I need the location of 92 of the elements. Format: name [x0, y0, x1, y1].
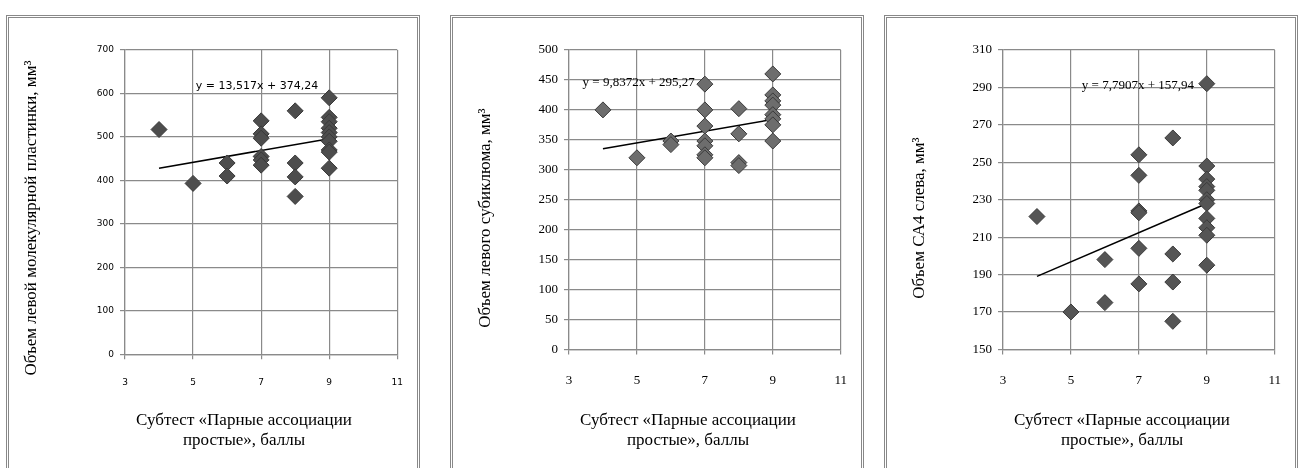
y-axis-title: Объем левой молекулярной пластинки, мм³ — [21, 59, 41, 378]
point — [218, 154, 236, 172]
x-tick-label: 5 — [190, 376, 196, 387]
point — [286, 102, 304, 120]
point — [730, 100, 748, 118]
y-tick-label: 250 — [972, 153, 992, 169]
point — [764, 116, 782, 134]
y-tick-label: 200 — [96, 261, 115, 272]
y-tick-label: 150 — [538, 251, 558, 266]
y-tick-label: 50 — [545, 310, 558, 326]
y-tick-label: 150 — [972, 340, 992, 356]
y-axis-title: Объем левого субиклюма, мм³ — [475, 107, 495, 330]
point — [1062, 303, 1080, 321]
x-tick-label: 7 — [701, 371, 709, 387]
point — [1198, 226, 1216, 244]
y-tick-label: 210 — [972, 228, 992, 244]
y-tick-label: 290 — [972, 78, 992, 94]
y-tick-label: 0 — [108, 348, 115, 359]
x-tick-label: 9 — [1203, 371, 1211, 387]
y-tick-label: 450 — [538, 71, 558, 87]
x-tick-label: 11 — [1268, 371, 1282, 387]
x-axis-title: Субтест «Парные ассоциации простые», баллы — [1013, 410, 1231, 450]
point — [1028, 208, 1046, 226]
y-tick-label: 300 — [538, 161, 558, 177]
y-tick-label: 600 — [96, 87, 115, 98]
point — [1130, 166, 1148, 184]
point — [1198, 75, 1216, 93]
point — [696, 117, 714, 135]
point — [764, 132, 782, 150]
y-tick-label: 200 — [538, 221, 558, 237]
x-tick-label: 11 — [834, 371, 848, 387]
y-tick-label: 300 — [96, 218, 115, 229]
y-tick-label: 170 — [972, 303, 992, 319]
y-tick-label: 350 — [538, 131, 558, 147]
point — [184, 174, 202, 192]
y-tick-label: 250 — [538, 191, 558, 207]
y-tick-label: 310 — [972, 41, 992, 57]
y-tick-label: 270 — [972, 116, 992, 132]
point — [1130, 239, 1148, 257]
point — [696, 75, 714, 93]
y-tick-label: 700 — [96, 44, 115, 55]
x-tick-label: 9 — [326, 376, 333, 387]
x-tick-label: 5 — [1067, 371, 1075, 387]
x-axis-title: Субтест «Парные ассоциации простые», баллы — [579, 410, 797, 450]
point — [218, 167, 236, 185]
point — [730, 125, 748, 143]
point — [696, 101, 714, 119]
y-tick-label: 400 — [538, 101, 558, 117]
y-tick-label: 100 — [538, 280, 558, 296]
point — [286, 154, 304, 172]
point — [1164, 245, 1182, 263]
point — [1164, 129, 1182, 147]
y-tick-label: 100 — [96, 305, 115, 316]
point — [286, 168, 304, 186]
annotation: y = 13,517x + 374,24 — [195, 79, 319, 93]
x-tick-label: 3 — [999, 371, 1007, 387]
x-tick-label: 7 — [258, 376, 264, 387]
point — [252, 112, 270, 130]
x-tick-label: 3 — [565, 371, 573, 387]
x-tick-label: 9 — [769, 371, 777, 387]
point — [150, 121, 168, 139]
x-axis-title: Субтест «Парные ассоциации простые», баллы — [135, 410, 353, 450]
point — [662, 136, 680, 154]
y-tick-label: 500 — [96, 131, 115, 142]
y-tick-label: 500 — [538, 41, 558, 57]
point — [252, 156, 270, 174]
y-tick-label: 230 — [972, 191, 992, 207]
point — [594, 101, 612, 119]
point — [1164, 273, 1182, 291]
annotation: y = 9,8372x + 295,27 — [582, 74, 696, 90]
point — [1096, 251, 1114, 269]
y-tick-label: 0 — [551, 340, 558, 356]
point — [764, 65, 782, 83]
point — [1130, 275, 1148, 293]
point — [1198, 157, 1216, 175]
point — [1130, 146, 1148, 164]
point — [628, 149, 646, 167]
x-tick-label: 11 — [391, 376, 403, 387]
point — [1164, 312, 1182, 330]
point — [320, 159, 338, 177]
annotation: y = 7,7907x + 157,94 — [1081, 77, 1195, 93]
x-tick-label: 5 — [633, 371, 641, 387]
point — [286, 187, 304, 205]
y-axis-title: Объем СА4 слева, мм³ — [909, 136, 929, 301]
point — [252, 129, 270, 147]
point — [320, 89, 338, 107]
x-tick-label: 7 — [1135, 371, 1143, 387]
y-tick-label: 400 — [96, 174, 115, 185]
x-tick-label: 3 — [122, 376, 128, 387]
y-tick-label: 190 — [972, 265, 992, 281]
point — [1096, 294, 1114, 312]
point — [1198, 256, 1216, 274]
